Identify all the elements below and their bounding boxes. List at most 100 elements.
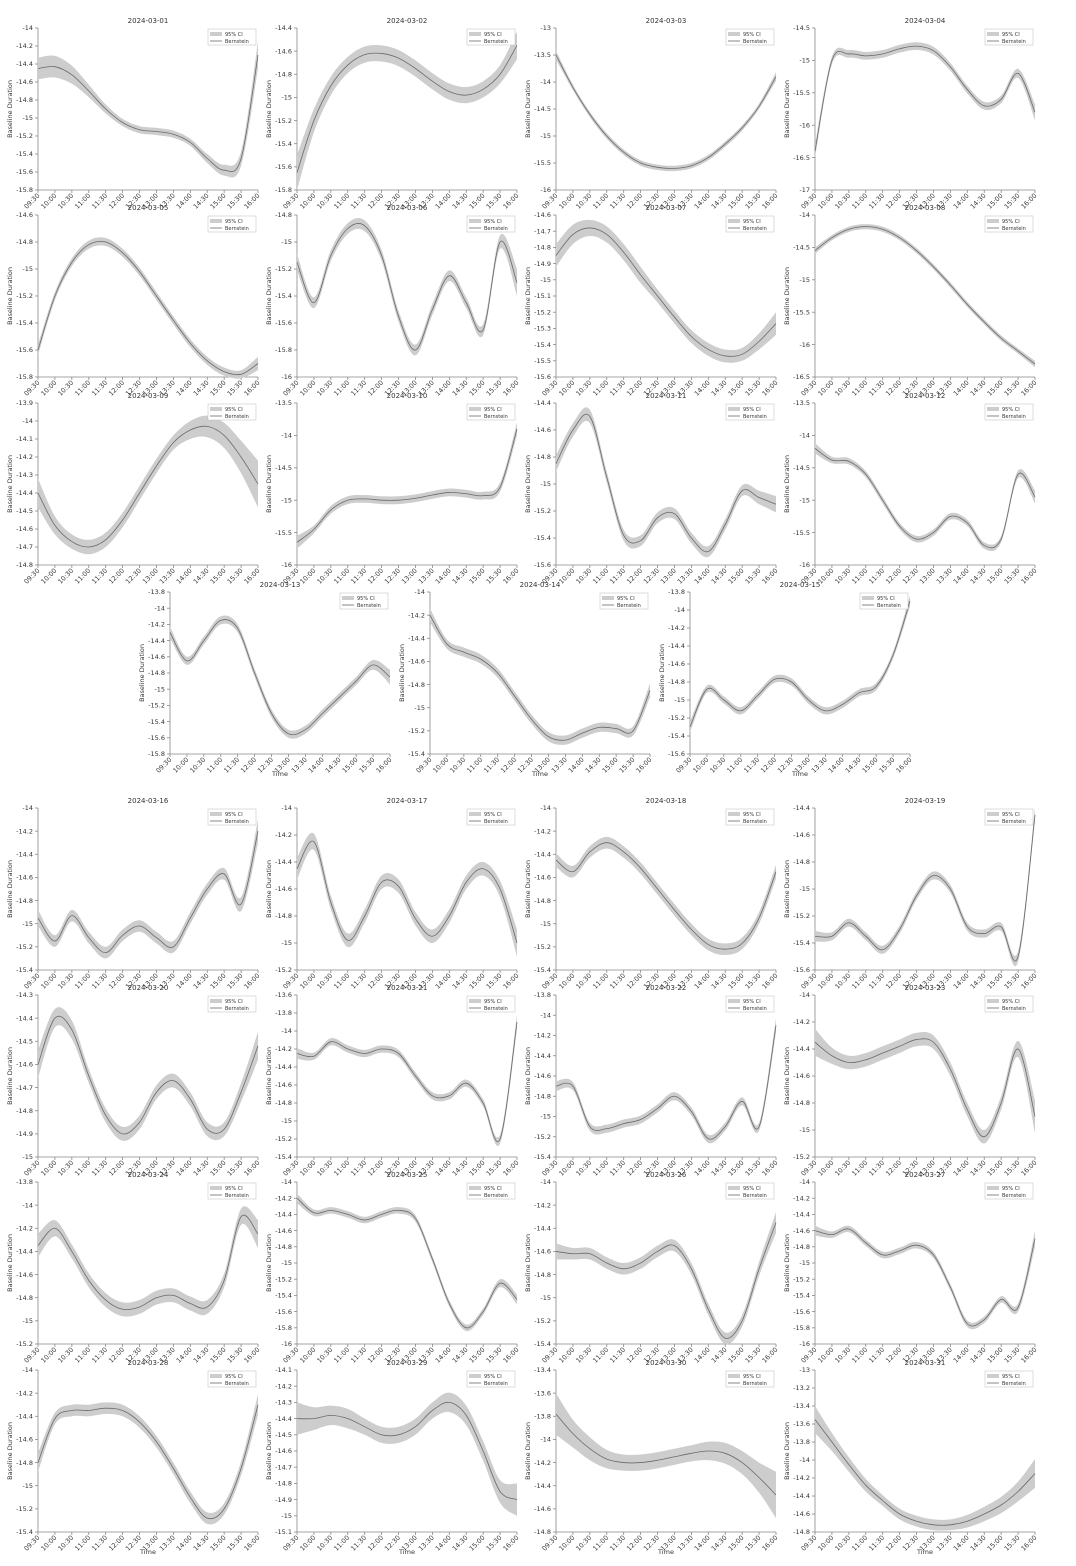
y-tick-label: -15.5 bbox=[534, 159, 551, 167]
y-tick-label: -15.6 bbox=[148, 734, 165, 742]
line bbox=[689, 600, 911, 728]
subplot: 2024-03-08 Baseline Duration -14 -14.5 -15 -1… bbox=[783, 204, 1038, 398]
x-tick-label: 10:00 bbox=[298, 1346, 317, 1365]
y-tick-label: -16 bbox=[281, 1340, 292, 1348]
x-tick-label: 14:30 bbox=[969, 192, 988, 211]
y-tick-label: -15.4 bbox=[16, 966, 33, 974]
x-tick-label: 12:00 bbox=[625, 567, 644, 586]
legend-label: 95% CI bbox=[225, 812, 243, 818]
x-tick-label: 15:00 bbox=[986, 1346, 1005, 1365]
x-tick-label: 10:30 bbox=[708, 756, 727, 775]
y-tick-label: -15.6 bbox=[668, 750, 685, 758]
x-tick-label: 15:00 bbox=[209, 567, 228, 586]
ci-band bbox=[690, 595, 910, 733]
y-tick-label: -14.6 bbox=[275, 47, 292, 55]
x-tick-label: 11:30 bbox=[608, 567, 627, 586]
x-tick-label: 15:00 bbox=[468, 1159, 487, 1178]
x-tick-label: 16:00 bbox=[502, 567, 521, 586]
x-tick-label: 11:30 bbox=[867, 972, 886, 991]
x-tick-label: 12:00 bbox=[366, 192, 385, 211]
y-tick-label: -13.8 bbox=[793, 1438, 810, 1446]
x-tick-label: 09:30 bbox=[155, 756, 174, 775]
y-tick-label: -14.8 bbox=[16, 1107, 33, 1115]
subplot: 2024-03-30 Baseline Duration Time -13.4 -13.… bbox=[524, 1359, 779, 1556]
x-tick-label: 09:30 bbox=[675, 756, 694, 775]
legend-swatch bbox=[469, 999, 481, 1003]
x-tick-label: 15:30 bbox=[744, 1159, 763, 1178]
x-tick-label: 13:30 bbox=[158, 1534, 177, 1553]
y-axis-label: Baseline Duration bbox=[524, 455, 532, 513]
x-tick-label: 09:30 bbox=[282, 1159, 301, 1178]
x-tick-label: 14:30 bbox=[969, 1159, 988, 1178]
x-tick-label: 11:00 bbox=[73, 1346, 92, 1365]
y-tick-label: -14 bbox=[22, 1201, 33, 1209]
x-tick-label: 10:30 bbox=[56, 1159, 75, 1178]
y-tick-label: -15.2 bbox=[16, 292, 33, 300]
x-tick-label: 11:00 bbox=[591, 1159, 610, 1178]
x-tick-label: 11:00 bbox=[850, 567, 869, 586]
y-tick-label: -14.5 bbox=[16, 507, 33, 515]
y-tick-label: -15.8 bbox=[275, 346, 292, 354]
x-tick-label: 11:30 bbox=[349, 379, 368, 398]
y-tick-label: -14 bbox=[799, 211, 810, 219]
subplot: 2024-03-25 Baseline Duration -14 -14.2 -14.4… bbox=[265, 1171, 520, 1365]
legend-label: 95% CI bbox=[1002, 1374, 1020, 1380]
y-tick-label: -13.6 bbox=[275, 991, 292, 999]
y-tick-label: -15 bbox=[281, 1117, 292, 1125]
legend-swatch bbox=[728, 1186, 740, 1190]
x-tick-label: 11:30 bbox=[349, 567, 368, 586]
x-tick-label: 10:30 bbox=[574, 192, 593, 211]
x-tick-label: 12:30 bbox=[383, 567, 402, 586]
legend-label: 95% CI bbox=[743, 1374, 761, 1380]
x-tick-label: 09:30 bbox=[541, 972, 560, 991]
y-tick-label: -14.2 bbox=[793, 1474, 810, 1482]
legend-label: Bernstein bbox=[484, 819, 508, 825]
y-tick-label: -15.8 bbox=[793, 1324, 810, 1332]
x-tick-label: 15:00 bbox=[209, 192, 228, 211]
y-tick-label: -14.4 bbox=[408, 634, 425, 642]
y-tick-label: -14 bbox=[281, 1027, 292, 1035]
ci-band bbox=[38, 819, 258, 959]
x-tick-label: 16:00 bbox=[375, 756, 394, 775]
x-tick-label: 09:30 bbox=[800, 379, 819, 398]
legend-label: 95% CI bbox=[743, 219, 761, 225]
ci-band bbox=[556, 836, 776, 955]
x-tick-label: 12:00 bbox=[759, 756, 778, 775]
ci-band bbox=[815, 224, 1035, 368]
legend-label: 95% CI bbox=[225, 219, 243, 225]
x-tick-label: 12:00 bbox=[107, 379, 126, 398]
x-tick-label: 16:00 bbox=[243, 1534, 262, 1553]
line bbox=[296, 45, 518, 173]
ci-band bbox=[556, 1393, 776, 1519]
x-tick-label: 10:30 bbox=[315, 1346, 334, 1365]
ci-band bbox=[430, 608, 650, 745]
x-axis-label: Time bbox=[916, 1548, 933, 1556]
x-tick-label: 15:30 bbox=[744, 567, 763, 586]
x-tick-label: 11:30 bbox=[867, 1534, 886, 1553]
x-tick-label: 11:30 bbox=[90, 1534, 109, 1553]
x-tick-label: 11:30 bbox=[349, 192, 368, 211]
x-tick-label: 14:30 bbox=[192, 972, 211, 991]
x-tick-label: 09:30 bbox=[541, 1346, 560, 1365]
x-tick-label: 10:30 bbox=[833, 1346, 852, 1365]
y-axis-label: Baseline Duration bbox=[6, 1234, 14, 1292]
x-tick-label: 15:00 bbox=[209, 1346, 228, 1365]
x-tick-label: 15:30 bbox=[485, 1159, 504, 1178]
y-tick-label: -14.6 bbox=[275, 1227, 292, 1235]
y-tick-label: -14.4 bbox=[16, 489, 33, 497]
chart-title: 2024-03-19 bbox=[905, 797, 946, 805]
y-tick-label: -15 bbox=[281, 94, 292, 102]
x-tick-label: 14:00 bbox=[952, 1346, 971, 1365]
x-tick-label: 12:00 bbox=[884, 567, 903, 586]
y-tick-label: -15.2 bbox=[275, 1275, 292, 1283]
y-tick-label: -16 bbox=[281, 373, 292, 381]
legend-label: Bernstein bbox=[877, 603, 901, 609]
y-tick-label: -15.2 bbox=[275, 265, 292, 273]
chart-title: 2024-03-11 bbox=[646, 392, 687, 400]
y-tick-label: -15.4 bbox=[534, 1340, 551, 1348]
legend-label: Bernstein bbox=[743, 1381, 767, 1387]
x-tick-label: 14:00 bbox=[307, 756, 326, 775]
x-tick-label: 14:00 bbox=[693, 379, 712, 398]
x-tick-label: 11:00 bbox=[332, 972, 351, 991]
legend-label: Bernstein bbox=[1002, 819, 1026, 825]
